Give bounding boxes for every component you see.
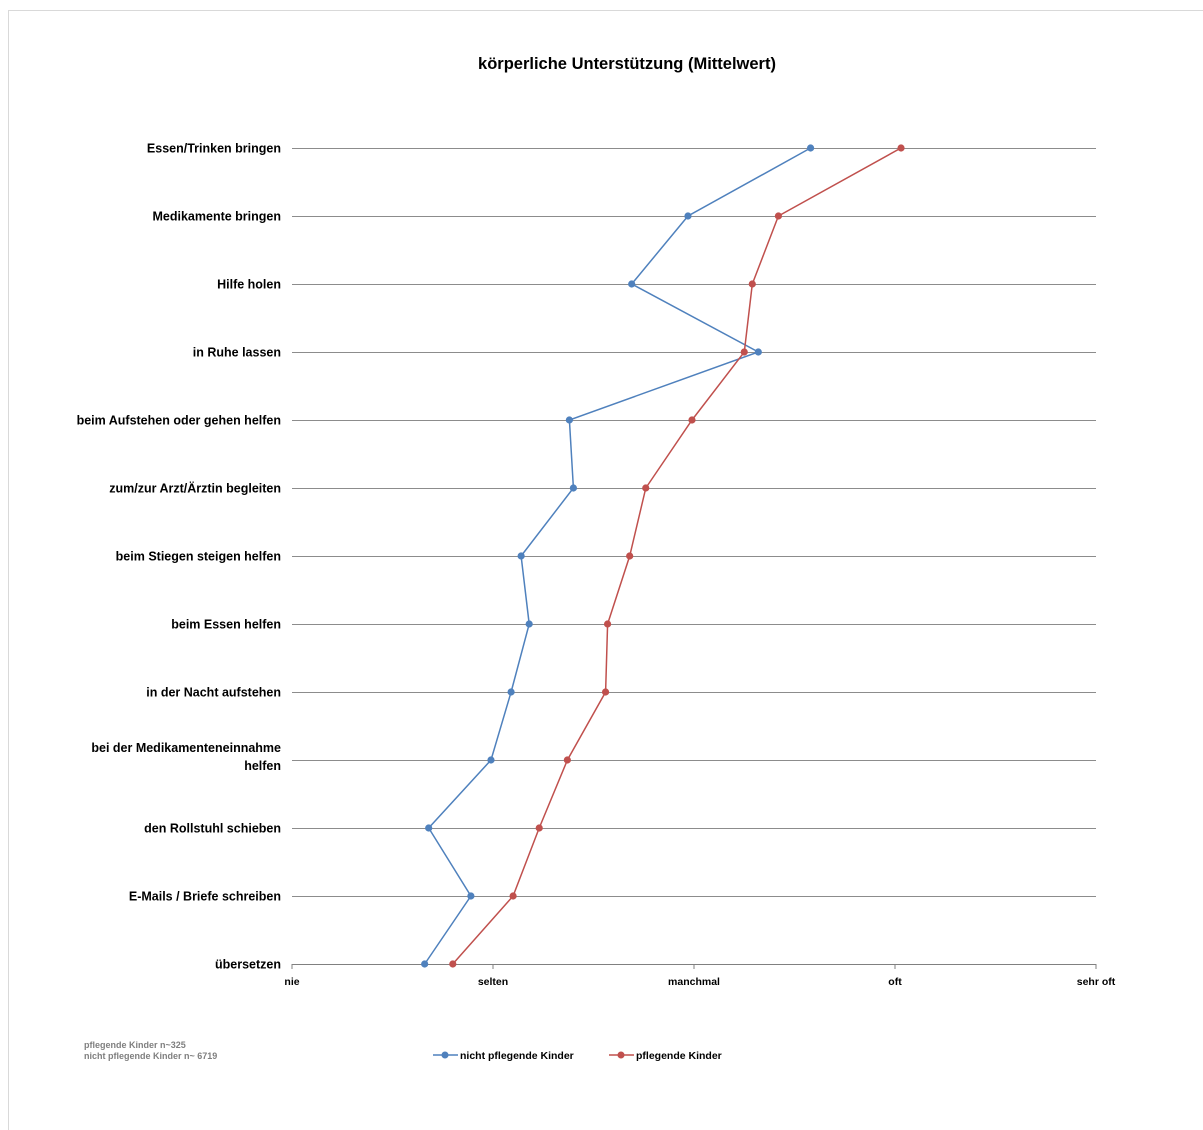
data-point[interactable]: [774, 212, 783, 220]
category-label: helfen: [244, 759, 281, 773]
category-label: in Ruhe lassen: [193, 346, 281, 360]
category-label: Essen/Trinken bringen: [147, 142, 281, 156]
data-point[interactable]: [517, 552, 525, 560]
data-point[interactable]: [748, 280, 756, 288]
category-label: Medikamente bringen: [153, 210, 282, 224]
data-point[interactable]: [487, 756, 495, 764]
category-label: beim Essen helfen: [171, 618, 281, 632]
data-point[interactable]: [449, 960, 457, 968]
x-tick-label: manchmal: [668, 976, 720, 988]
sample-size-note: pflegende Kinder n~325 nicht pflegende K…: [84, 1040, 217, 1061]
legend-label-0: nicht pflegende Kinder: [460, 1050, 574, 1062]
data-point[interactable]: [421, 960, 429, 968]
category-label: übersetzen: [215, 958, 281, 972]
category-label: Hilfe holen: [217, 278, 281, 292]
legend-item-1[interactable]: pflegende Kinder: [609, 1050, 722, 1062]
chart-title: körperliche Unterstützung (Mittelwert): [478, 55, 776, 73]
series-lines: [421, 144, 905, 968]
category-labels: Essen/Trinken bringen Medikamente bringen…: [77, 142, 281, 972]
legend-marker-0: [441, 1051, 449, 1059]
category-label: beim Stiegen steigen helfen: [116, 550, 281, 564]
x-axis-ticks: nie selten manchmal oft sehr oft: [284, 964, 1116, 988]
note-line-2: nicht pflegende Kinder n~ 6719: [84, 1051, 217, 1061]
data-point[interactable]: [563, 756, 571, 764]
series-0: [421, 144, 815, 968]
category-label: zum/zur Arzt/Ärztin begleiten: [109, 481, 281, 496]
category-label: E-Mails / Briefe schreiben: [129, 890, 281, 904]
data-point[interactable]: [754, 348, 762, 356]
data-point[interactable]: [897, 144, 905, 152]
category-label: bei der Medikamenteneinnahme: [91, 741, 281, 755]
x-tick-label: oft: [888, 976, 902, 988]
data-point[interactable]: [425, 824, 433, 832]
legend-marker-1: [617, 1051, 625, 1059]
category-label: den Rollstuhl schieben: [144, 822, 281, 836]
category-label: in der Nacht aufstehen: [146, 686, 281, 700]
data-point[interactable]: [688, 416, 696, 424]
x-tick-label: sehr oft: [1077, 976, 1116, 988]
gridlines: [292, 148, 1096, 965]
data-point[interactable]: [740, 348, 748, 356]
data-point[interactable]: [535, 824, 543, 832]
data-point[interactable]: [525, 620, 533, 628]
legend-label-1: pflegende Kinder: [636, 1050, 722, 1062]
data-point[interactable]: [601, 688, 610, 696]
chart-frame: [8, 10, 1203, 1130]
data-point[interactable]: [806, 144, 815, 152]
data-point[interactable]: [467, 892, 475, 900]
data-point[interactable]: [684, 212, 692, 220]
data-point[interactable]: [509, 892, 517, 900]
data-point[interactable]: [642, 484, 650, 492]
data-point[interactable]: [507, 688, 515, 696]
note-line-1: pflegende Kinder n~325: [84, 1040, 186, 1050]
data-point[interactable]: [628, 280, 636, 288]
data-point[interactable]: [603, 620, 612, 628]
data-point[interactable]: [569, 484, 578, 492]
series-1: [449, 144, 905, 968]
category-label: beim Aufstehen oder gehen helfen: [77, 414, 281, 428]
data-point[interactable]: [626, 552, 634, 560]
legend-item-0[interactable]: nicht pflegende Kinder: [433, 1050, 574, 1062]
data-point[interactable]: [565, 416, 573, 424]
x-tick-label: nie: [284, 976, 299, 988]
legend: nicht pflegende Kinder pflegende Kinder: [433, 1050, 722, 1062]
x-tick-label: selten: [478, 976, 508, 988]
